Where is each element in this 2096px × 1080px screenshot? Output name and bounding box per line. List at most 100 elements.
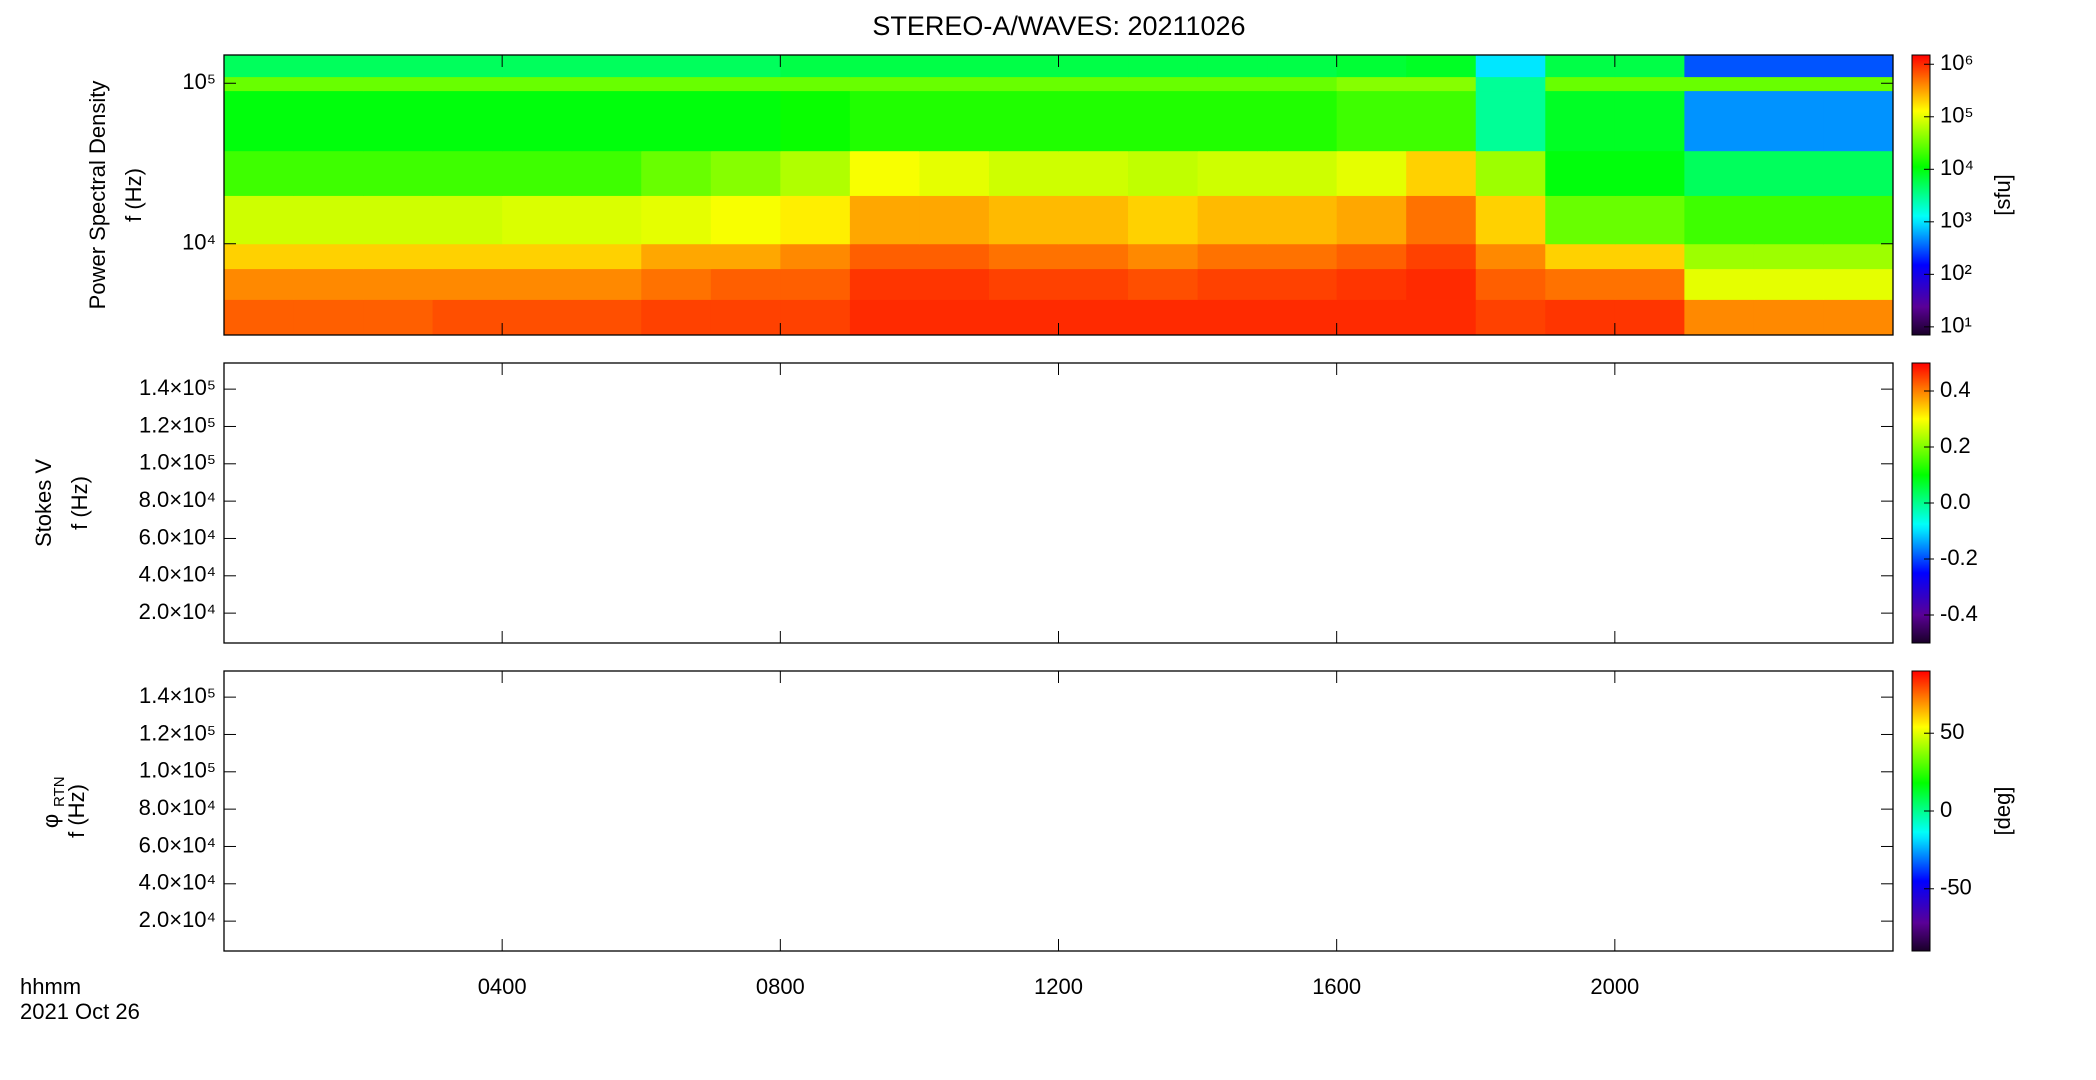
y-tick-label: 2.0×10⁴ bbox=[139, 599, 216, 624]
heatmap-cell bbox=[1406, 243, 1477, 270]
y-tick-label: 1.4×10⁵ bbox=[139, 683, 216, 708]
heatmap-cell bbox=[1406, 299, 1477, 336]
y-axis-label: φ RTN bbox=[38, 776, 68, 828]
y-tick-label: 1.2×10⁵ bbox=[139, 412, 216, 437]
heatmap-cell bbox=[1684, 55, 1755, 78]
heatmap-cell bbox=[1684, 195, 1755, 245]
heatmap-cell bbox=[988, 243, 1059, 270]
heatmap-cell bbox=[988, 195, 1059, 245]
heatmap-cell bbox=[363, 195, 434, 245]
heatmap-cell bbox=[1336, 268, 1407, 300]
y-tick-label: 1.0×10⁵ bbox=[139, 758, 216, 783]
heatmap-cell bbox=[780, 195, 851, 245]
heatmap-cell bbox=[1058, 150, 1129, 196]
heatmap-cell bbox=[363, 55, 434, 78]
heatmap-cell bbox=[224, 150, 295, 196]
colorbar-label-text: [deg] bbox=[1990, 787, 2015, 836]
heatmap-cell bbox=[502, 195, 573, 245]
heatmap-cell bbox=[988, 150, 1059, 196]
heatmap-cell bbox=[1614, 76, 1685, 92]
heatmap-cell bbox=[363, 90, 434, 152]
heatmap-cell bbox=[224, 299, 295, 336]
heatmap-cell bbox=[1197, 195, 1268, 245]
heatmap-cell bbox=[780, 243, 851, 270]
colorbar-tick-label: 10² bbox=[1940, 260, 1972, 285]
heatmap-cell bbox=[1475, 90, 1546, 152]
heatmap-cell bbox=[710, 243, 781, 270]
heatmap-cell bbox=[1823, 76, 1894, 92]
heatmap-cell bbox=[571, 268, 642, 300]
heatmap-cell bbox=[363, 150, 434, 196]
heatmap-cell bbox=[571, 76, 642, 92]
heatmap-cell bbox=[1267, 150, 1338, 196]
heatmap-cell bbox=[1753, 76, 1824, 92]
heatmap-cell bbox=[1128, 195, 1199, 245]
y-tick-label: 10⁵ bbox=[182, 69, 216, 94]
heatmap-cell bbox=[432, 55, 503, 78]
heatmap-cell bbox=[919, 299, 990, 336]
y-axis-label: Power Spectral Density bbox=[85, 81, 110, 310]
y-tick-label: 1.4×10⁵ bbox=[139, 375, 216, 400]
x-axis-date: 2021 Oct 26 bbox=[20, 999, 140, 1024]
heatmap-cell bbox=[502, 299, 573, 336]
spectrogram bbox=[224, 55, 1894, 336]
heatmap-cell bbox=[293, 90, 364, 152]
x-tick-label: 1200 bbox=[1034, 974, 1083, 999]
heatmap-cell bbox=[1614, 90, 1685, 152]
heatmap-cell bbox=[432, 90, 503, 152]
heatmap-cell bbox=[1197, 150, 1268, 196]
heatmap-cell bbox=[1197, 76, 1268, 92]
heatmap-cell bbox=[710, 195, 781, 245]
y-axis-label-line: Power Spectral Density bbox=[85, 81, 110, 310]
heatmap-cell bbox=[1267, 90, 1338, 152]
heatmap-cell bbox=[1128, 76, 1199, 92]
heatmap-cell bbox=[1058, 299, 1129, 336]
y-tick-label: 2.0×10⁴ bbox=[139, 907, 216, 932]
heatmap-cell bbox=[1475, 195, 1546, 245]
heatmap-cell bbox=[502, 268, 573, 300]
heatmap-cell bbox=[849, 76, 920, 92]
heatmap-cell bbox=[641, 90, 712, 152]
heatmap-cell bbox=[1406, 90, 1477, 152]
heatmap-cell bbox=[224, 55, 295, 78]
heatmap-cell bbox=[1823, 243, 1894, 270]
heatmap-cell bbox=[780, 268, 851, 300]
heatmap-cell bbox=[571, 299, 642, 336]
heatmap-cell bbox=[641, 150, 712, 196]
heatmap-cell bbox=[1336, 299, 1407, 336]
x-tick-label: 0400 bbox=[478, 974, 527, 999]
heatmap-cell bbox=[363, 243, 434, 270]
heatmap-cell bbox=[1128, 243, 1199, 270]
heatmap-cell bbox=[1614, 150, 1685, 196]
heatmap-cell bbox=[1684, 150, 1755, 196]
heatmap-cell bbox=[710, 76, 781, 92]
heatmap-cell bbox=[919, 76, 990, 92]
x-tick-label: 2000 bbox=[1590, 974, 1639, 999]
heatmap-cell bbox=[919, 150, 990, 196]
heatmap-cell bbox=[571, 90, 642, 152]
heatmap-cell bbox=[780, 299, 851, 336]
heatmap-cell bbox=[710, 299, 781, 336]
heatmap-cell bbox=[641, 299, 712, 336]
heatmap-cell bbox=[432, 268, 503, 300]
heatmap-cell bbox=[1058, 268, 1129, 300]
heatmap-cell bbox=[849, 195, 920, 245]
heatmap-cell bbox=[224, 90, 295, 152]
heatmap-cell bbox=[1823, 299, 1894, 336]
heatmap-cell bbox=[1336, 76, 1407, 92]
colorbar-tick-label: -50 bbox=[1940, 875, 1972, 900]
heatmap-cell bbox=[224, 268, 295, 300]
heatmap-cell bbox=[1058, 195, 1129, 245]
heatmap-cell bbox=[1684, 243, 1755, 270]
heatmap-cell bbox=[1406, 55, 1477, 78]
heatmap-cell bbox=[1545, 299, 1616, 336]
heatmap-cell bbox=[710, 90, 781, 152]
heatmap-cell bbox=[919, 195, 990, 245]
heatmap-cell bbox=[293, 299, 364, 336]
heatmap-cell bbox=[919, 90, 990, 152]
heatmap-cell bbox=[849, 299, 920, 336]
colorbar-tick-label: -0.4 bbox=[1940, 601, 1978, 626]
heatmap-cell bbox=[1197, 243, 1268, 270]
heatmap-cell bbox=[641, 55, 712, 78]
heatmap-cell bbox=[1336, 195, 1407, 245]
